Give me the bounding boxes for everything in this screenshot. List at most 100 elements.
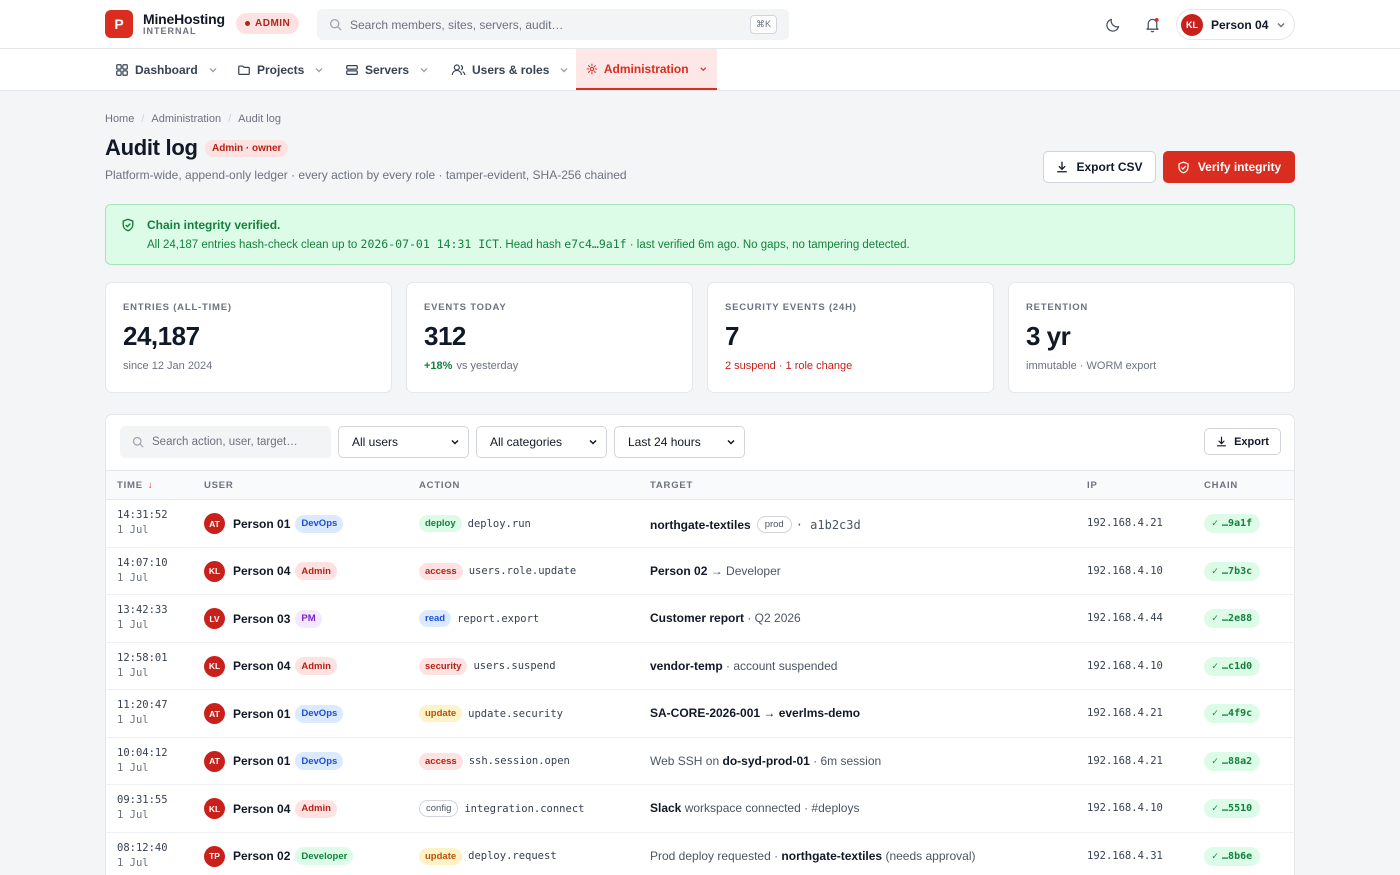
- target-name[interactable]: do-syd-prod-01: [722, 753, 810, 768]
- avatar: AT: [204, 750, 225, 772]
- action-code: deploy.run: [467, 517, 531, 530]
- table-row[interactable]: 10:04:12 1 Jul AT Person 01 DevOps access ssh.…: [106, 738, 1294, 785]
- user-name[interactable]: Person 04: [233, 564, 291, 578]
- target-name[interactable]: Customer report: [650, 611, 745, 625]
- check-icon: ✓: [1212, 803, 1219, 814]
- table-row[interactable]: 08:12:40 1 Jul TP Person 02 Developer update d…: [106, 833, 1294, 875]
- cell-user: LV Person 03 PM: [204, 608, 322, 629]
- notifications-bell-icon[interactable]: [1142, 14, 1162, 34]
- target-name[interactable]: Person 02: [650, 563, 708, 578]
- table-row[interactable]: 14:31:52 1 Jul AT Person 01 DevOps deploy depl…: [106, 500, 1294, 548]
- target-name[interactable]: SA-CORE-2026-001 → everlms-demo: [650, 706, 861, 720]
- global-search-input[interactable]: Search members, sites, servers, audit… ⌘…: [317, 9, 789, 40]
- stat-label: RETENTION: [1026, 302, 1089, 313]
- cell-time: 12:58:01 1 Jul: [117, 651, 168, 679]
- column-ip[interactable]: IP: [1087, 480, 1098, 491]
- stat-security-events: SECURITY EVENTS (24H) 7 2 suspend · 1 ro…: [707, 282, 994, 393]
- target-name[interactable]: northgate-textiles: [650, 517, 751, 532]
- nav-projects[interactable]: Projects: [227, 49, 334, 90]
- chain-hash-badge[interactable]: ✓ …c1d0: [1204, 656, 1261, 676]
- stat-trend: +18%: [424, 360, 453, 372]
- user-name[interactable]: Person 01: [233, 706, 291, 721]
- audit-table-card: Search action, user, target… All users A…: [105, 414, 1295, 875]
- chain-hash-badge[interactable]: ✓ …8b6e: [1204, 846, 1261, 866]
- cell-target: vendor-temp · account suspended: [650, 658, 838, 673]
- table-row[interactable]: 13:42:33 1 Jul LV Person 03 PM read report.exp…: [106, 595, 1294, 643]
- category-tag: update: [419, 705, 463, 722]
- check-icon: ✓: [1212, 755, 1219, 767]
- target-name[interactable]: northgate-textiles: [781, 848, 883, 863]
- brand-logo[interactable]: P: [105, 10, 133, 38]
- cell-user: KL Person 04 Admin: [204, 655, 337, 677]
- table-header: TIME ↓ USER ACTION TARGET IP CHAIN: [106, 470, 1294, 500]
- categories-filter-select[interactable]: All categories: [476, 426, 607, 458]
- column-time[interactable]: TIME ↓: [117, 480, 154, 491]
- cell-time: 13:42:33 1 Jul: [117, 604, 168, 631]
- cell-user: KL Person 04 Admin: [204, 798, 337, 819]
- chain-hash-badge[interactable]: ✓ …88a2: [1204, 751, 1261, 771]
- user-name[interactable]: Person 01: [233, 516, 291, 531]
- theme-toggle-moon-icon[interactable]: [1103, 14, 1123, 34]
- chain-hash-badge[interactable]: ✓ …2e88: [1204, 609, 1261, 628]
- chain-hash-badge[interactable]: ✓ …9a1f: [1204, 514, 1261, 533]
- action-code: report.export: [457, 612, 540, 625]
- cell-time: 11:20:47 1 Jul: [117, 699, 168, 726]
- users-filter-select[interactable]: All users: [338, 426, 469, 458]
- table-row[interactable]: 11:20:47 1 Jul AT Person 01 DevOps update upda…: [106, 690, 1294, 738]
- user-name[interactable]: Person 04: [233, 659, 291, 673]
- shield-check-icon: [122, 218, 134, 232]
- download-icon: [1217, 436, 1227, 447]
- chevron-down-icon: [699, 66, 706, 71]
- brand-subtitle: INTERNAL: [143, 26, 197, 36]
- user-name[interactable]: Person 04: [233, 801, 291, 816]
- user-menu[interactable]: KL Person 04: [1176, 9, 1295, 40]
- audit-search-input[interactable]: Search action, user, target…: [120, 426, 331, 458]
- stat-note: 2 suspend · 1 role change: [725, 360, 853, 372]
- breadcrumb-home[interactable]: Home: [105, 113, 135, 125]
- category-tag: access: [419, 752, 463, 770]
- cell-target: Person 02 → Developer: [650, 563, 781, 578]
- table-row[interactable]: 09:31:55 1 Jul KL Person 04 Admin config integ…: [106, 785, 1294, 833]
- column-chain[interactable]: CHAIN: [1204, 480, 1239, 491]
- target-name[interactable]: Slack: [650, 801, 682, 815]
- cell-user: KL Person 04 Admin: [204, 560, 337, 582]
- sort-arrow-down-icon: ↓: [147, 480, 154, 491]
- chevron-down-icon: [589, 439, 597, 445]
- env-tag: prod: [756, 516, 792, 533]
- nav-dashboard[interactable]: Dashboard: [105, 49, 228, 90]
- verify-integrity-button[interactable]: Verify integrity: [1163, 151, 1295, 183]
- stat-note: immutable · WORM export: [1026, 360, 1157, 372]
- cell-ip: 192.168.4.44: [1087, 612, 1163, 624]
- chain-hash-badge[interactable]: ✓ …5510: [1204, 799, 1261, 818]
- chain-hash-badge[interactable]: ✓ …7b3c: [1204, 561, 1261, 581]
- cell-ip: 192.168.4.21: [1087, 707, 1163, 719]
- category-tag: access: [419, 562, 463, 580]
- role-badge: Admin · owner: [205, 140, 289, 157]
- user-name[interactable]: Person 01: [233, 754, 291, 768]
- target-name[interactable]: vendor-temp: [650, 658, 723, 673]
- chain-hash-badge[interactable]: ✓ …4f9c: [1204, 704, 1261, 723]
- role-badge: Admin: [295, 799, 337, 818]
- chevron-down-icon: [315, 67, 323, 72]
- nav-users-roles[interactable]: Users & roles: [441, 49, 579, 90]
- column-user[interactable]: USER: [204, 480, 234, 491]
- chevron-down-icon: [209, 67, 217, 72]
- table-row[interactable]: 12:58:01 1 Jul KL Person 04 Admin security use…: [106, 643, 1294, 690]
- export-csv-button[interactable]: Export CSV: [1043, 151, 1156, 183]
- nav-servers[interactable]: Servers: [335, 49, 439, 90]
- user-name[interactable]: Person 02: [233, 849, 291, 863]
- user-name: Person 04: [1211, 17, 1269, 32]
- breadcrumb-administration[interactable]: Administration: [151, 113, 222, 125]
- user-name[interactable]: Person 03: [233, 611, 291, 626]
- search-shortcut: ⌘K: [749, 15, 777, 34]
- chevron-down-icon: [420, 67, 428, 72]
- nav-administration[interactable]: Administration: [576, 49, 717, 90]
- stat-label: SECURITY EVENTS (24H): [725, 302, 857, 313]
- stat-value: 7: [725, 321, 739, 351]
- column-action[interactable]: ACTION: [419, 480, 461, 491]
- table-export-button[interactable]: Export: [1204, 428, 1281, 455]
- time-range-select[interactable]: Last 24 hours: [614, 426, 745, 458]
- column-target[interactable]: TARGET: [650, 480, 694, 491]
- table-row[interactable]: 14:07:10 1 Jul KL Person 04 Admin access users…: [106, 548, 1294, 595]
- cell-ip: 192.168.4.10: [1087, 564, 1163, 577]
